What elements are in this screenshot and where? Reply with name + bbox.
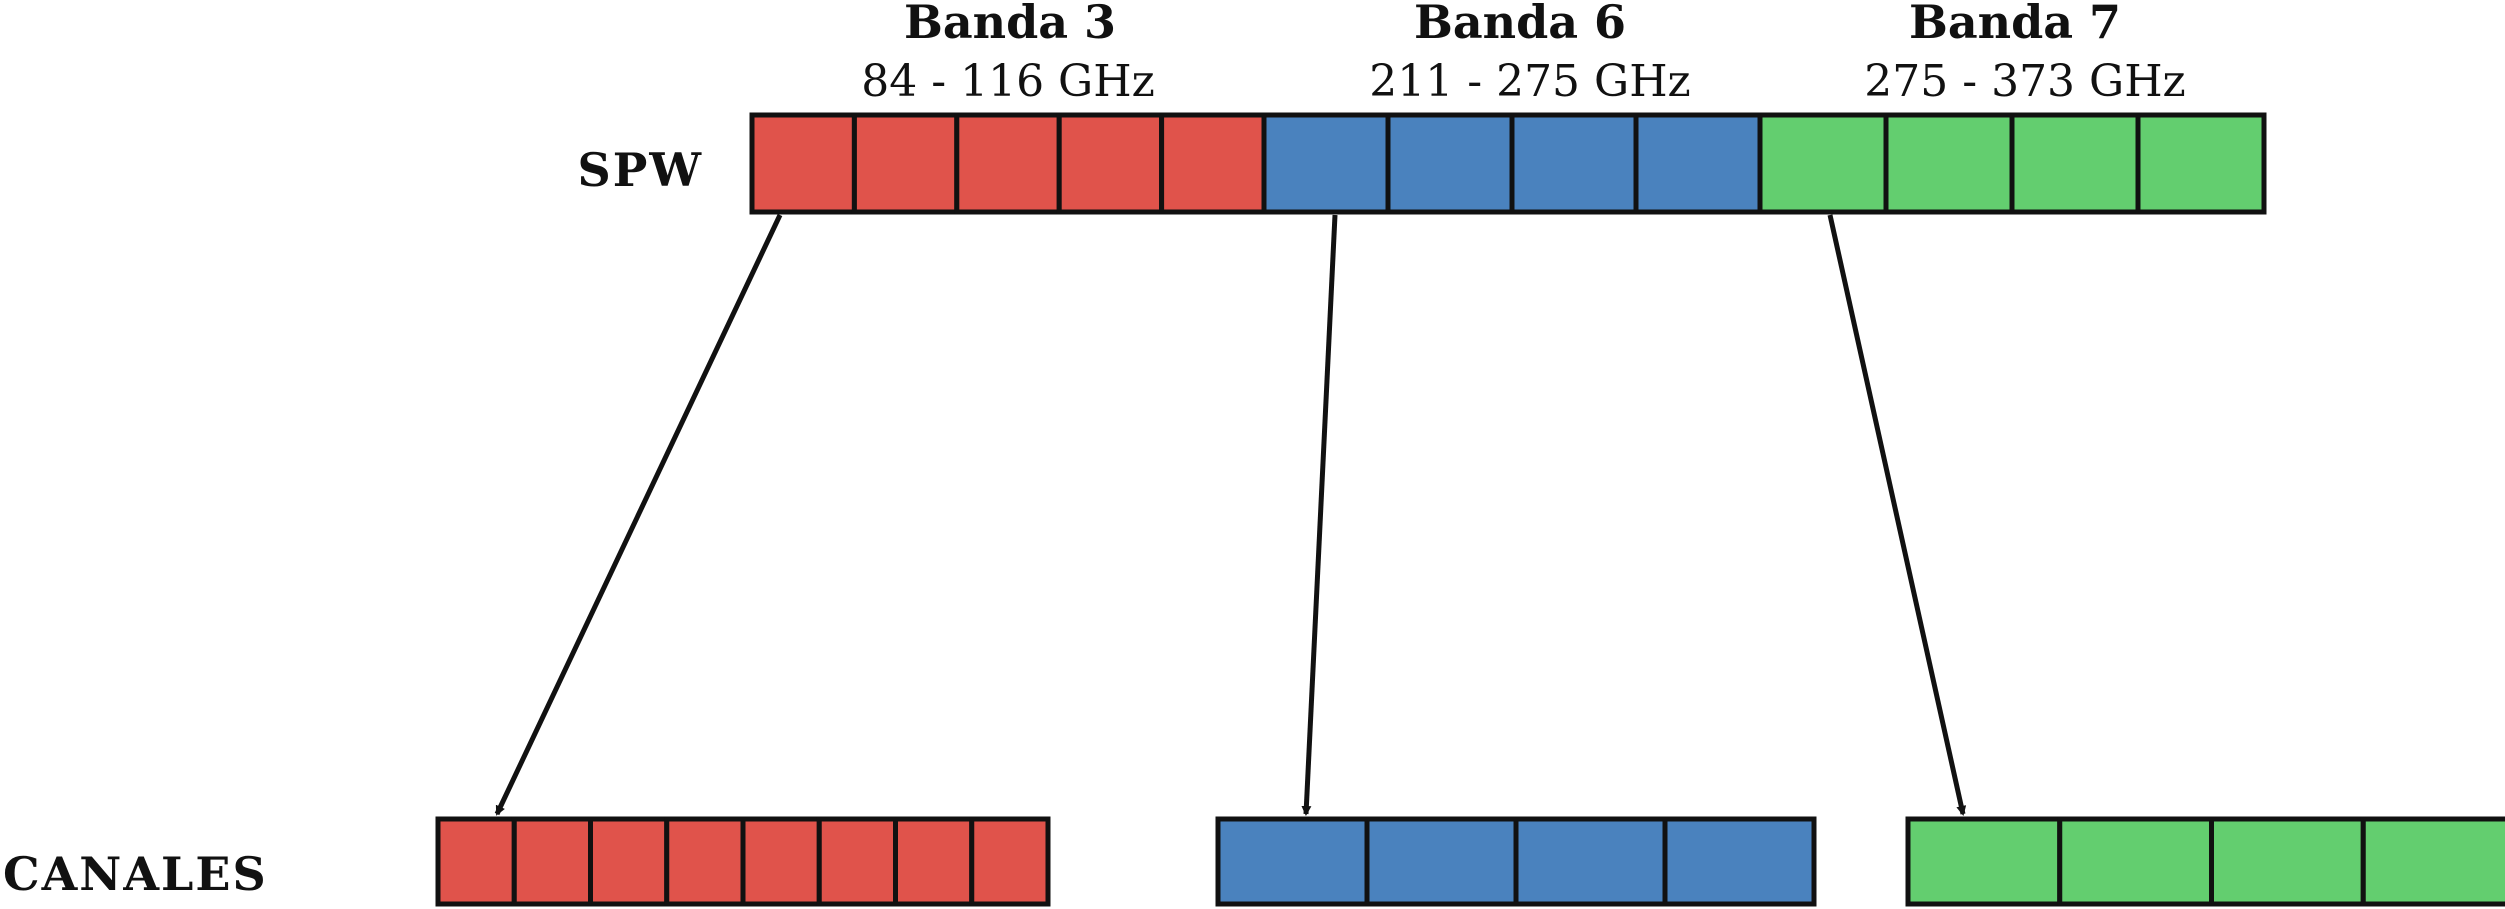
canales-label: CANALES — [3, 847, 268, 901]
channel-band-3-cell-8 — [969, 816, 1051, 907]
band-6-title: Banda 6 — [1414, 0, 1626, 49]
channel-band-7-cell-4 — [2360, 816, 2505, 907]
spw-band-6-cell-4 — [1633, 112, 1763, 215]
spw-band-7-cell-2 — [1883, 112, 2015, 215]
channel-band-6-cell-3 — [1513, 816, 1668, 907]
spw-band-3-cell-3 — [954, 112, 1062, 215]
channel-band-3-cell-3 — [588, 816, 670, 907]
channel-band-3-cell-4 — [664, 816, 746, 907]
channel-band-3-cell-2 — [511, 816, 593, 907]
band-7-title: Banda 7 — [1909, 0, 2121, 49]
spw-row — [749, 112, 2267, 215]
arrow-band-7 — [1827, 214, 1967, 816]
band-7-range: 275 - 373 GHz — [1864, 56, 2186, 107]
channel-band-3-cell-5 — [740, 816, 822, 907]
spw-band-6-cell-3 — [1509, 112, 1639, 215]
spw-band-3-cell-4 — [1056, 112, 1165, 215]
channel-band-6-cell-1 — [1215, 816, 1370, 907]
spw-band-7-cell-1 — [1757, 112, 1889, 215]
channel-band-7-cell-3 — [2209, 816, 2366, 907]
spw-band-7-cell-3 — [2009, 112, 2141, 215]
channel-band-3-cell-6 — [816, 816, 898, 907]
band-3-range: 84 - 116 GHz — [861, 56, 1155, 107]
channel-band-6-cell-2 — [1364, 816, 1519, 907]
arrow-band-3 — [494, 213, 783, 816]
spw-band-6-cell-1 — [1261, 112, 1391, 215]
arrows — [494, 213, 1967, 816]
channel-band-7-cell-1 — [1905, 816, 2063, 907]
spw-band-3-cell-2 — [851, 112, 960, 215]
spw-label: SPW — [578, 143, 703, 197]
channels-row — [435, 816, 2505, 907]
channel-band-7-cell-2 — [2057, 816, 2214, 907]
channel-band-3-cell-7 — [893, 816, 975, 907]
arrow-band-6 — [1301, 214, 1338, 816]
spw-band-7-cell-4 — [2135, 112, 2267, 215]
channel-band-3-cell-1 — [435, 816, 517, 907]
spw-band-6-cell-2 — [1385, 112, 1515, 215]
spw-band-3-cell-1 — [749, 112, 857, 215]
channel-band-6-cell-4 — [1662, 816, 1817, 907]
spw-band-3-cell-5 — [1159, 112, 1267, 215]
band-3-title: Banda 3 — [904, 0, 1116, 49]
band-6-range: 211 - 275 GHz — [1369, 56, 1691, 107]
